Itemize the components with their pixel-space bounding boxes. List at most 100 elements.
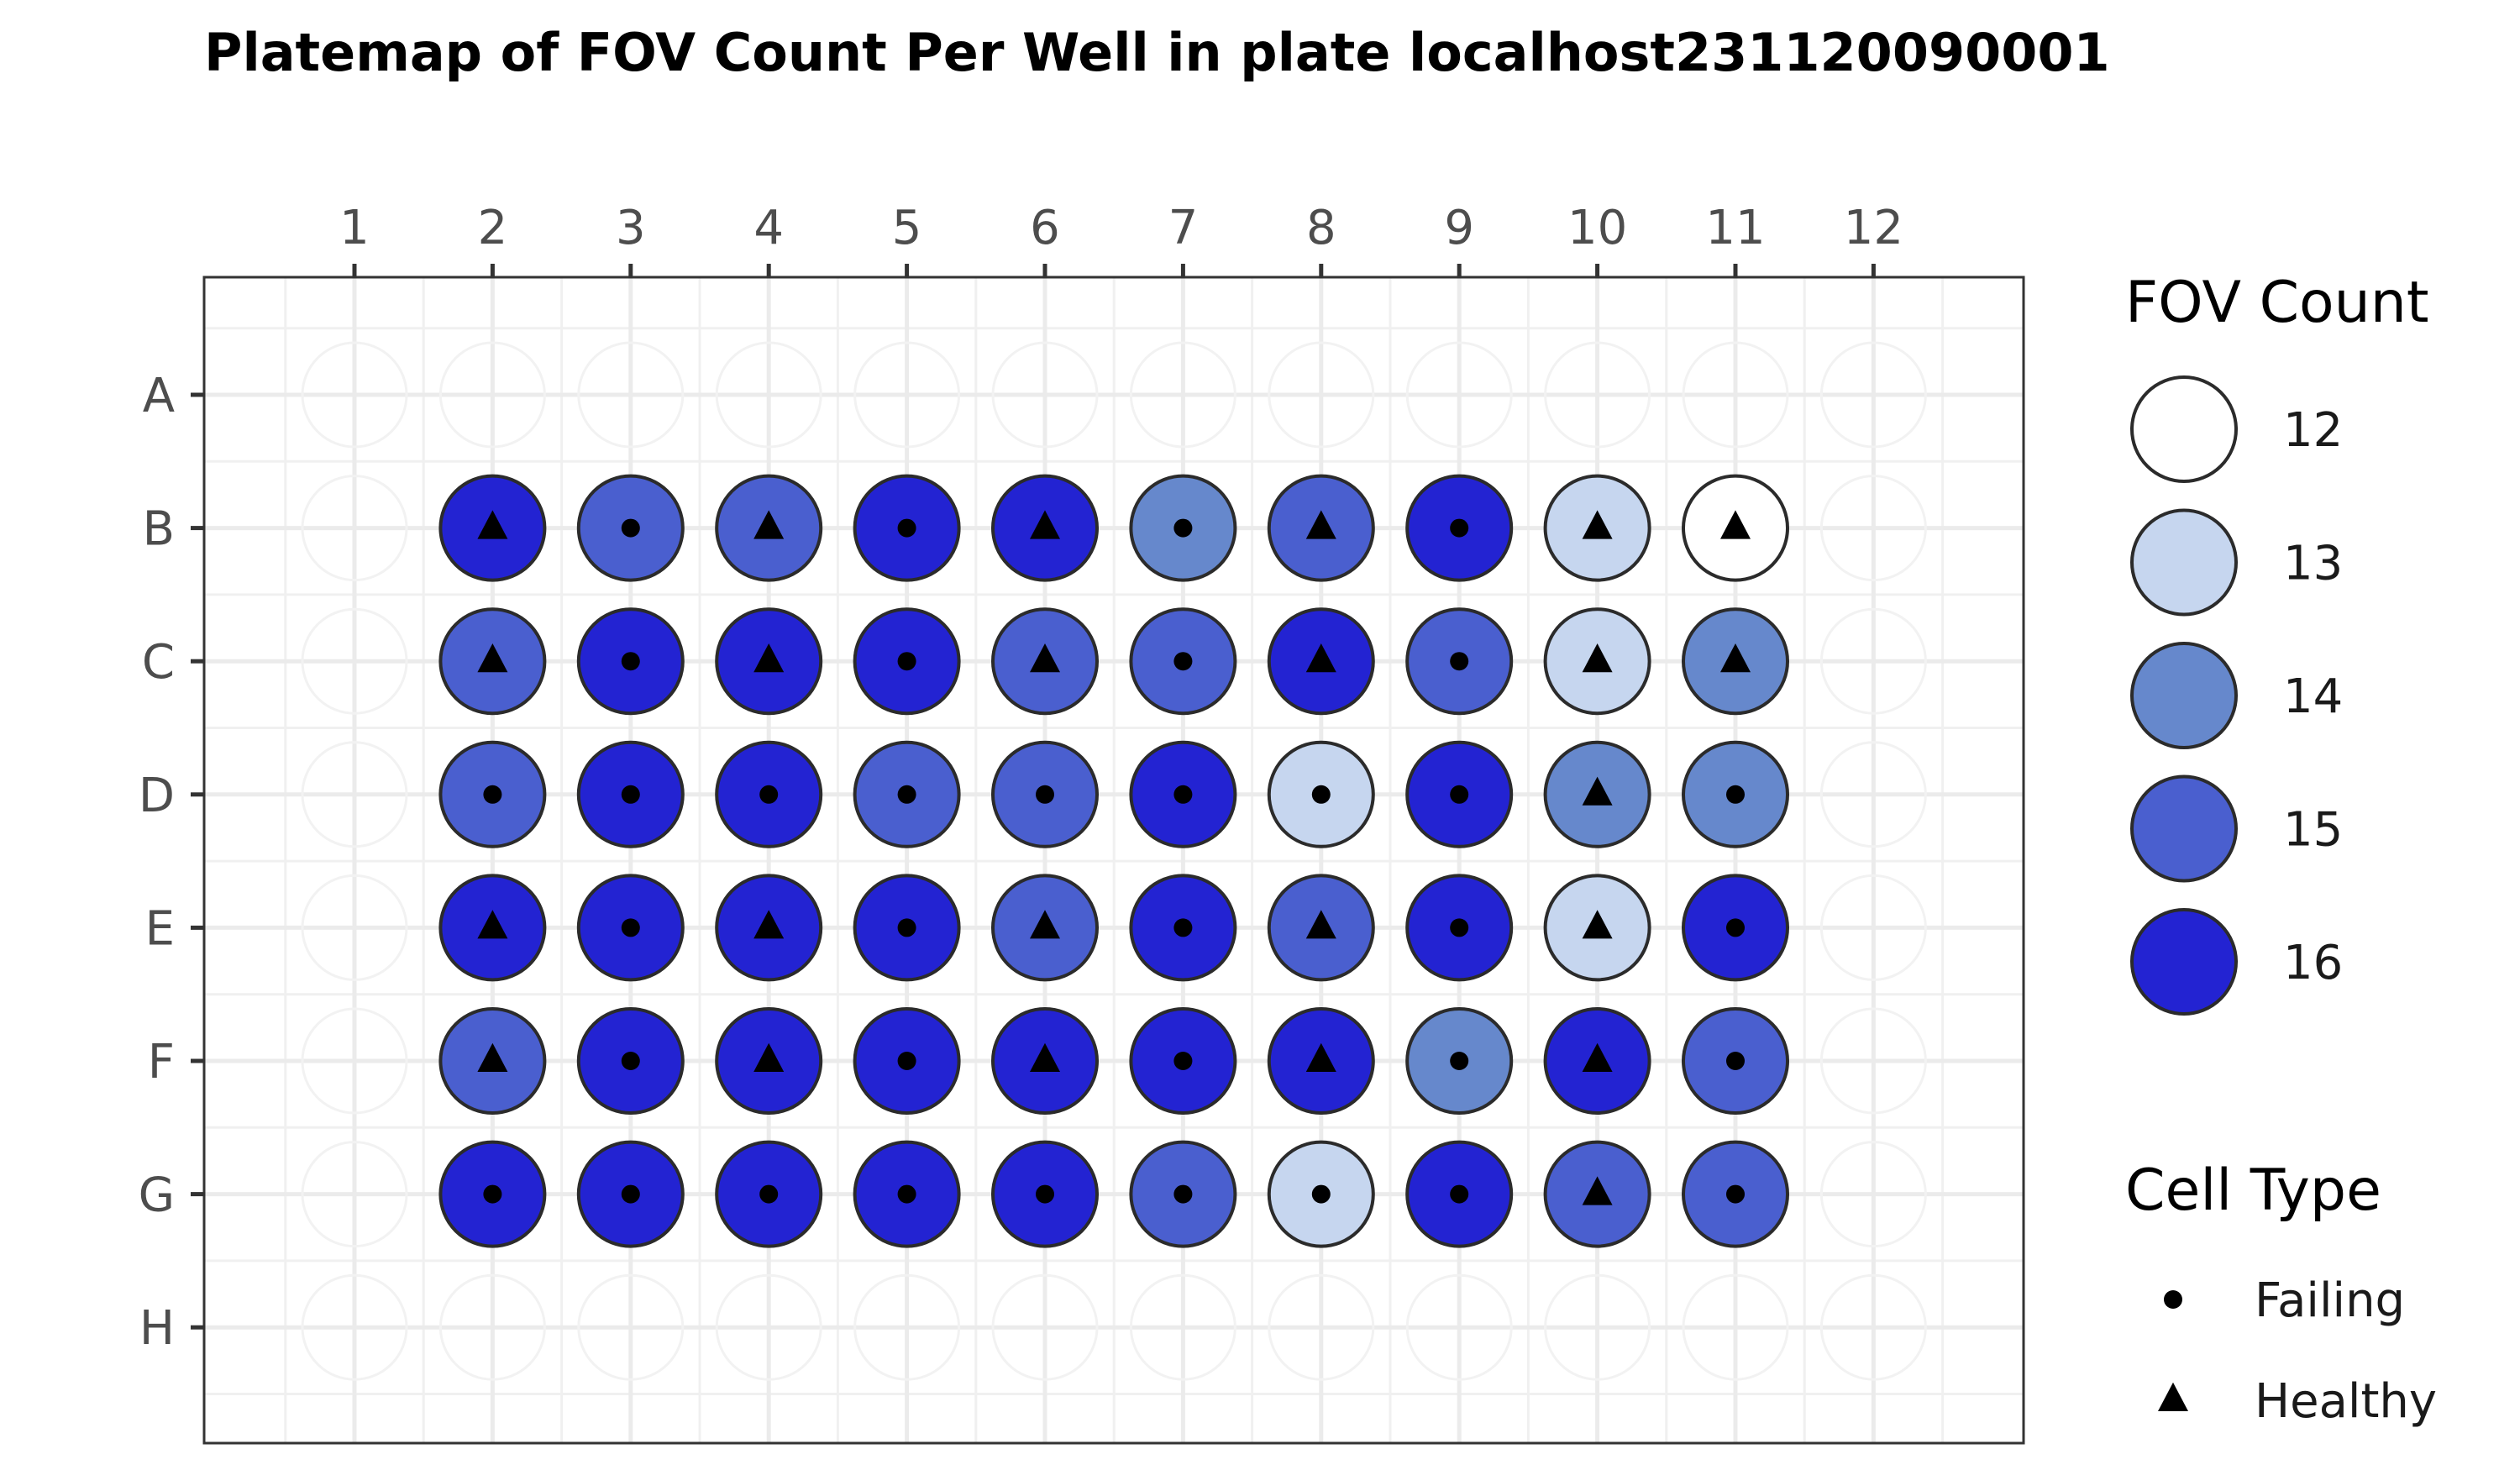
- failing-dot-marker: [621, 1052, 640, 1070]
- y-tick-label: G: [139, 1168, 175, 1223]
- empty-well-outline: [1819, 1141, 1927, 1248]
- empty-well-outline: [1405, 341, 1513, 449]
- failing-dot-marker: [1311, 785, 1331, 804]
- failing-dot-marker: [1450, 1184, 1469, 1204]
- x-tick-label: 12: [1844, 201, 1903, 255]
- well-F5: [853, 1007, 961, 1115]
- well-G9: [1405, 1140, 1514, 1248]
- empty-well-outline: [438, 341, 546, 449]
- well-E9: [1405, 874, 1514, 982]
- well-D10: [1543, 740, 1651, 848]
- healthy-triangle-marker: [753, 910, 785, 939]
- healthy-triangle-marker: [1582, 510, 1613, 539]
- well-B8: [1267, 474, 1375, 582]
- well-D6: [991, 740, 1099, 848]
- well-G3: [576, 1140, 685, 1248]
- well-G7: [1129, 1140, 1237, 1248]
- well-F11: [1682, 1007, 1789, 1115]
- chart-title: Platemap of FOV Count Per Well in plate …: [204, 22, 2110, 83]
- well-D8: [1267, 740, 1375, 848]
- well-B5: [853, 474, 961, 582]
- size-legend-label: 13: [2283, 537, 2343, 591]
- empty-well-outline: [853, 1273, 961, 1381]
- y-tick-label: F: [148, 1035, 175, 1089]
- well-C8: [1267, 607, 1375, 716]
- empty-well-outline: [991, 1273, 1099, 1381]
- x-tick-label: 7: [1168, 201, 1199, 255]
- well-B4: [715, 474, 823, 582]
- well-C5: [853, 607, 961, 716]
- y-tick-label: C: [142, 635, 175, 690]
- healthy-triangle-marker: [1305, 1042, 1336, 1072]
- empty-well-outline: [301, 475, 408, 582]
- well-E6: [991, 874, 1099, 982]
- failing-dot-marker: [897, 1184, 916, 1204]
- failing-dot-marker: [897, 918, 916, 937]
- empty-well-outline: [301, 874, 408, 981]
- well-D9: [1405, 740, 1514, 848]
- failing-dot-marker: [483, 785, 502, 804]
- well-E4: [715, 874, 823, 982]
- well-F6: [991, 1007, 1099, 1115]
- failing-dot-marker: [621, 652, 640, 671]
- failing-dot-marker: [1726, 918, 1745, 937]
- empty-well-outline: [1268, 1273, 1375, 1381]
- failing-dot-marker: [1036, 1184, 1054, 1204]
- healthy-triangle-marker: [1582, 776, 1613, 806]
- failing-dot-marker: [1726, 1184, 1745, 1204]
- well-B2: [438, 474, 547, 582]
- size-legend-title: FOV Count: [2125, 270, 2429, 336]
- y-tick-label: E: [145, 901, 175, 956]
- x-tick-label: 6: [1030, 201, 1060, 255]
- empty-well-outline: [438, 1273, 546, 1381]
- failing-dot-marker: [1726, 1052, 1745, 1070]
- empty-well-outline: [1819, 341, 1927, 449]
- empty-well-outline: [1682, 1273, 1789, 1381]
- empty-well-outline: [1819, 475, 1927, 582]
- well-F9: [1405, 1007, 1514, 1115]
- well-C7: [1129, 607, 1237, 716]
- well-F4: [715, 1007, 823, 1115]
- empty-well-outline: [301, 1007, 408, 1115]
- size-legend-label: 16: [2283, 936, 2343, 990]
- well-F2: [438, 1007, 547, 1115]
- size-legend-key: [2130, 908, 2238, 1016]
- failing-dot-marker: [897, 1052, 916, 1070]
- failing-dot-marker: [1726, 785, 1745, 804]
- failing-dot-marker: [621, 918, 640, 937]
- shape-legend-label: Failing: [2255, 1273, 2405, 1328]
- empty-well-outline: [1544, 341, 1651, 449]
- failing-dot-marker: [897, 518, 916, 538]
- size-legend-key: [2130, 375, 2238, 483]
- well-E2: [438, 874, 547, 982]
- healthy-triangle-marker: [753, 1042, 785, 1072]
- well-B10: [1543, 474, 1651, 582]
- well-B7: [1129, 474, 1237, 582]
- failing-dot-marker: [621, 518, 640, 538]
- empty-well-outline: [1129, 341, 1236, 449]
- well-D11: [1682, 740, 1789, 848]
- failing-dot-marker: [1173, 918, 1193, 937]
- well-F8: [1267, 1007, 1375, 1115]
- failing-dot-marker: [1450, 918, 1469, 937]
- empty-well-outline: [715, 341, 822, 449]
- y-tick-label: D: [139, 769, 175, 823]
- well-F10: [1543, 1007, 1651, 1115]
- empty-well-outline: [1682, 341, 1789, 449]
- size-legend-label: 15: [2283, 803, 2343, 858]
- x-tick-label: 4: [753, 201, 784, 255]
- failing-dot-marker: [1173, 518, 1193, 538]
- empty-well-outline: [1819, 741, 1927, 848]
- well-E5: [853, 874, 961, 982]
- size-legend-label: 12: [2283, 403, 2343, 458]
- well-B6: [991, 474, 1099, 582]
- failing-dot-marker: [483, 1184, 502, 1204]
- well-C3: [576, 607, 685, 716]
- well-G10: [1543, 1140, 1651, 1248]
- well-D3: [576, 740, 685, 848]
- healthy-triangle-marker: [1582, 1042, 1613, 1072]
- empty-well-outline: [301, 1141, 408, 1248]
- well-F3: [576, 1007, 685, 1115]
